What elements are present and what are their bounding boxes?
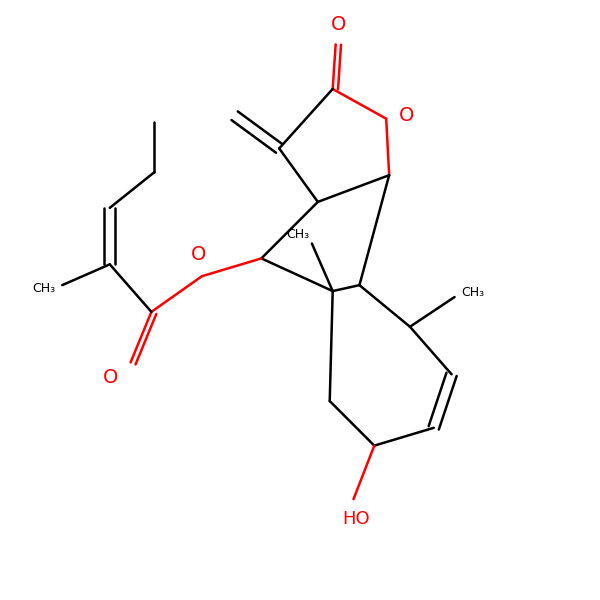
Text: O: O [399, 106, 415, 125]
Text: CH₃: CH₃ [286, 228, 309, 241]
Text: O: O [331, 14, 346, 34]
Text: CH₃: CH₃ [461, 286, 485, 299]
Text: CH₃: CH₃ [32, 281, 55, 295]
Text: O: O [103, 368, 119, 388]
Text: O: O [191, 245, 206, 265]
Text: HO: HO [343, 510, 370, 528]
